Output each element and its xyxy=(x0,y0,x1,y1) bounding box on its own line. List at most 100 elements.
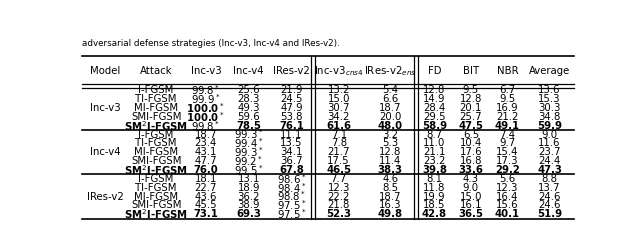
Text: 61.6: 61.6 xyxy=(326,121,351,131)
Text: 11.0: 11.0 xyxy=(423,138,445,148)
Text: 40.1: 40.1 xyxy=(495,209,520,219)
Text: IRes-v2: IRes-v2 xyxy=(273,66,310,76)
Text: 33.6: 33.6 xyxy=(458,165,483,175)
Text: 10.4: 10.4 xyxy=(460,138,482,148)
Text: 98.4$^*$: 98.4$^*$ xyxy=(276,181,306,194)
Text: 99.5$^*$: 99.5$^*$ xyxy=(234,163,264,177)
Text: 30.7: 30.7 xyxy=(328,103,350,113)
Text: 12.3: 12.3 xyxy=(496,183,518,193)
Text: 39.8: 39.8 xyxy=(422,165,447,175)
Text: 16.8: 16.8 xyxy=(460,156,482,166)
Text: 29.5: 29.5 xyxy=(423,112,445,122)
Text: 49.3: 49.3 xyxy=(237,103,260,113)
Text: Attack: Attack xyxy=(140,66,172,76)
Text: SMI-FGSM: SMI-FGSM xyxy=(131,112,181,122)
Text: 7.8: 7.8 xyxy=(331,138,347,148)
Text: 4.6: 4.6 xyxy=(382,174,398,184)
Text: Inc-v4: Inc-v4 xyxy=(234,66,264,76)
Text: 97.5$^*$: 97.5$^*$ xyxy=(276,198,306,212)
Text: SMI-FGSM: SMI-FGSM xyxy=(131,200,181,210)
Text: 67.8: 67.8 xyxy=(279,165,304,175)
Text: MI-FGSM: MI-FGSM xyxy=(134,147,178,157)
Text: 12.8: 12.8 xyxy=(460,94,482,104)
Text: 23.4: 23.4 xyxy=(195,138,217,148)
Text: 18.7: 18.7 xyxy=(379,103,401,113)
Text: 8.7: 8.7 xyxy=(426,130,442,140)
Text: 25.6: 25.6 xyxy=(237,85,260,95)
Text: 99.8$^*$: 99.8$^*$ xyxy=(191,119,220,132)
Text: 22.7: 22.7 xyxy=(195,183,217,193)
Text: 59.6: 59.6 xyxy=(237,112,260,122)
Text: 13.1: 13.1 xyxy=(237,174,260,184)
Text: 58.9: 58.9 xyxy=(422,121,447,131)
Text: 38.9: 38.9 xyxy=(237,200,260,210)
Text: 98.8$^*$: 98.8$^*$ xyxy=(277,190,306,203)
Text: 34.8: 34.8 xyxy=(538,112,561,122)
Text: 11.1: 11.1 xyxy=(280,130,303,140)
Text: SM$^2$I-FGSM: SM$^2$I-FGSM xyxy=(124,207,188,221)
Text: 6.6: 6.6 xyxy=(382,94,399,104)
Text: 76.0: 76.0 xyxy=(193,165,218,175)
Text: 9.0: 9.0 xyxy=(463,183,479,193)
Text: 9.5: 9.5 xyxy=(499,94,516,104)
Text: 18.7: 18.7 xyxy=(379,192,401,202)
Text: 17.6: 17.6 xyxy=(460,147,482,157)
Text: 43.1: 43.1 xyxy=(195,147,217,157)
Text: 15.4: 15.4 xyxy=(496,147,518,157)
Text: 18.1: 18.1 xyxy=(195,174,217,184)
Text: 20.0: 20.0 xyxy=(379,112,401,122)
Text: 47.7: 47.7 xyxy=(195,156,217,166)
Text: 8.1: 8.1 xyxy=(426,174,442,184)
Text: 99.9$^*$: 99.9$^*$ xyxy=(191,92,221,106)
Text: 23.7: 23.7 xyxy=(538,147,561,157)
Text: 99.4$^*$: 99.4$^*$ xyxy=(234,136,264,150)
Text: 18.7: 18.7 xyxy=(195,130,217,140)
Text: 5.3: 5.3 xyxy=(382,138,398,148)
Text: 16.1: 16.1 xyxy=(460,200,482,210)
Text: SM$^2$I-FGSM: SM$^2$I-FGSM xyxy=(124,119,188,132)
Text: 14.9: 14.9 xyxy=(423,94,445,104)
Text: 7.7: 7.7 xyxy=(331,174,347,184)
Text: Model: Model xyxy=(90,66,120,76)
Text: 13.2: 13.2 xyxy=(328,85,350,95)
Text: 51.9: 51.9 xyxy=(537,209,562,219)
Text: 21.2: 21.2 xyxy=(496,112,518,122)
Text: 16.3: 16.3 xyxy=(379,200,401,210)
Text: 52.3: 52.3 xyxy=(326,209,351,219)
Text: IRes-v2: IRes-v2 xyxy=(87,192,124,202)
Text: 99.3$^*$: 99.3$^*$ xyxy=(234,145,264,159)
Text: 98.6$^*$: 98.6$^*$ xyxy=(276,172,306,186)
Text: 29.2: 29.2 xyxy=(495,165,520,175)
Text: 36.7: 36.7 xyxy=(280,156,303,166)
Text: I-FGSM: I-FGSM xyxy=(138,130,174,140)
Text: Inc-v4: Inc-v4 xyxy=(90,147,120,157)
Text: 18.5: 18.5 xyxy=(423,200,445,210)
Text: 21.9: 21.9 xyxy=(280,85,303,95)
Text: Average: Average xyxy=(529,66,570,76)
Text: IRes-v2$_{ens}$: IRes-v2$_{ens}$ xyxy=(364,64,417,78)
Text: 6.7: 6.7 xyxy=(499,85,516,95)
Text: 15.0: 15.0 xyxy=(460,192,482,202)
Text: 34.1: 34.1 xyxy=(280,147,303,157)
Text: I-FGSM: I-FGSM xyxy=(138,174,174,184)
Text: 47.9: 47.9 xyxy=(280,103,303,113)
Text: TI-FGSM: TI-FGSM xyxy=(136,94,177,104)
Text: 5.6: 5.6 xyxy=(499,174,516,184)
Text: 20.1: 20.1 xyxy=(460,103,482,113)
Text: 17.3: 17.3 xyxy=(496,156,518,166)
Text: 100.0$^*$: 100.0$^*$ xyxy=(186,110,225,124)
Text: Inc-v3$_{cns4}$: Inc-v3$_{cns4}$ xyxy=(314,64,364,78)
Text: 18.9: 18.9 xyxy=(237,183,260,193)
Text: 11.4: 11.4 xyxy=(379,156,401,166)
Text: 99.8$^*$: 99.8$^*$ xyxy=(191,83,220,97)
Text: Inc-v3: Inc-v3 xyxy=(90,103,120,113)
Text: 30.3: 30.3 xyxy=(538,103,561,113)
Text: 25.7: 25.7 xyxy=(460,112,482,122)
Text: Inc-v3: Inc-v3 xyxy=(191,66,221,76)
Text: 100.0$^*$: 100.0$^*$ xyxy=(186,101,225,115)
Text: I-FGSM: I-FGSM xyxy=(138,85,174,95)
Text: 21.1: 21.1 xyxy=(423,147,445,157)
Text: 8.8: 8.8 xyxy=(541,174,557,184)
Text: 45.5: 45.5 xyxy=(195,200,217,210)
Text: 11.8: 11.8 xyxy=(423,183,445,193)
